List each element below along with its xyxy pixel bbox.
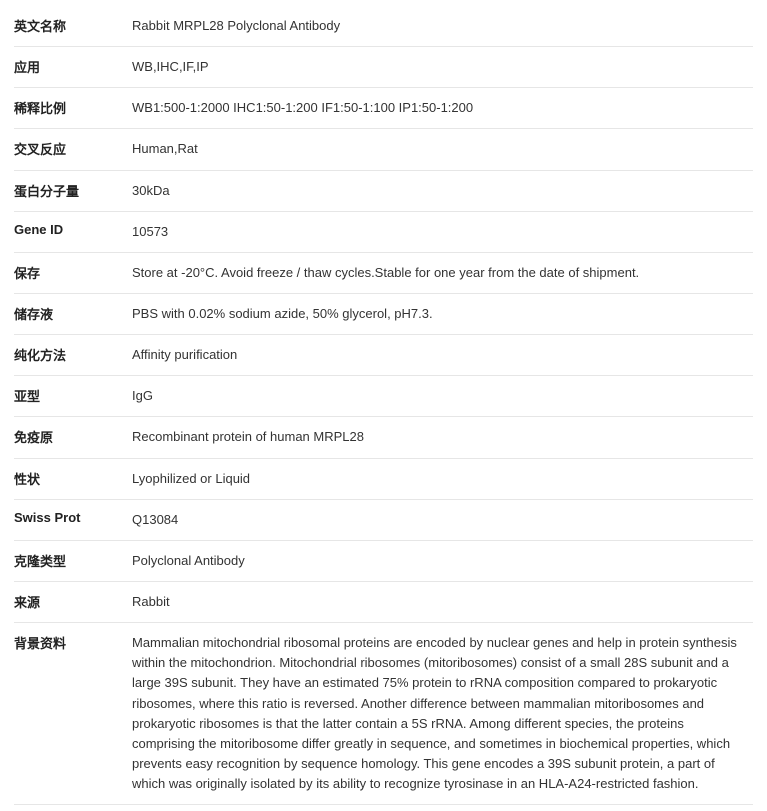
spec-value: Lyophilized or Liquid <box>132 458 753 499</box>
spec-value: Affinity purification <box>132 335 753 376</box>
spec-label: 英文名称 <box>14 6 132 47</box>
spec-value: Recombinant protein of human MRPL28 <box>132 417 753 458</box>
spec-label: 纯化方法 <box>14 335 132 376</box>
spec-label: 免疫原 <box>14 417 132 458</box>
spec-label: 背景资料 <box>14 623 132 805</box>
spec-value: WB,IHC,IF,IP <box>132 47 753 88</box>
spec-label: 蛋白分子量 <box>14 170 132 211</box>
spec-row: 蛋白分子量30kDa <box>14 170 753 211</box>
spec-row: 纯化方法Affinity purification <box>14 335 753 376</box>
spec-row: 保存Store at -20°C. Avoid freeze / thaw cy… <box>14 252 753 293</box>
spec-row: 应用WB,IHC,IF,IP <box>14 47 753 88</box>
spec-row: 来源Rabbit <box>14 581 753 622</box>
spec-label: 亚型 <box>14 376 132 417</box>
spec-table-body: 英文名称Rabbit MRPL28 Polyclonal Antibody应用W… <box>14 6 753 805</box>
spec-value: IgG <box>132 376 753 417</box>
spec-value: PBS with 0.02% sodium azide, 50% glycero… <box>132 293 753 334</box>
spec-label: 克隆类型 <box>14 540 132 581</box>
spec-row: Gene ID10573 <box>14 211 753 252</box>
spec-value: Rabbit <box>132 581 753 622</box>
spec-row: 稀释比例WB1:500-1:2000 IHC1:50-1:200 IF1:50-… <box>14 88 753 129</box>
spec-value: 30kDa <box>132 170 753 211</box>
spec-value: Store at -20°C. Avoid freeze / thaw cycl… <box>132 252 753 293</box>
spec-value: Polyclonal Antibody <box>132 540 753 581</box>
spec-label: 性状 <box>14 458 132 499</box>
spec-value: Mammalian mitochondrial ribosomal protei… <box>132 623 753 805</box>
spec-row: Swiss ProtQ13084 <box>14 499 753 540</box>
spec-label: 交叉反应 <box>14 129 132 170</box>
spec-row: 免疫原Recombinant protein of human MRPL28 <box>14 417 753 458</box>
spec-value: 10573 <box>132 211 753 252</box>
spec-row: 储存液PBS with 0.02% sodium azide, 50% glyc… <box>14 293 753 334</box>
spec-value: WB1:500-1:2000 IHC1:50-1:200 IF1:50-1:10… <box>132 88 753 129</box>
spec-value: Human,Rat <box>132 129 753 170</box>
spec-row: 英文名称Rabbit MRPL28 Polyclonal Antibody <box>14 6 753 47</box>
spec-table: 英文名称Rabbit MRPL28 Polyclonal Antibody应用W… <box>14 6 753 805</box>
spec-label: 保存 <box>14 252 132 293</box>
spec-row: 背景资料Mammalian mitochondrial ribosomal pr… <box>14 623 753 805</box>
spec-row: 克隆类型Polyclonal Antibody <box>14 540 753 581</box>
spec-row: 交叉反应Human,Rat <box>14 129 753 170</box>
spec-label: 来源 <box>14 581 132 622</box>
spec-label: 稀释比例 <box>14 88 132 129</box>
spec-label: 应用 <box>14 47 132 88</box>
spec-row: 性状Lyophilized or Liquid <box>14 458 753 499</box>
spec-label: Gene ID <box>14 211 132 252</box>
spec-value: Rabbit MRPL28 Polyclonal Antibody <box>132 6 753 47</box>
spec-label: Swiss Prot <box>14 499 132 540</box>
spec-label: 储存液 <box>14 293 132 334</box>
spec-row: 亚型IgG <box>14 376 753 417</box>
spec-value: Q13084 <box>132 499 753 540</box>
